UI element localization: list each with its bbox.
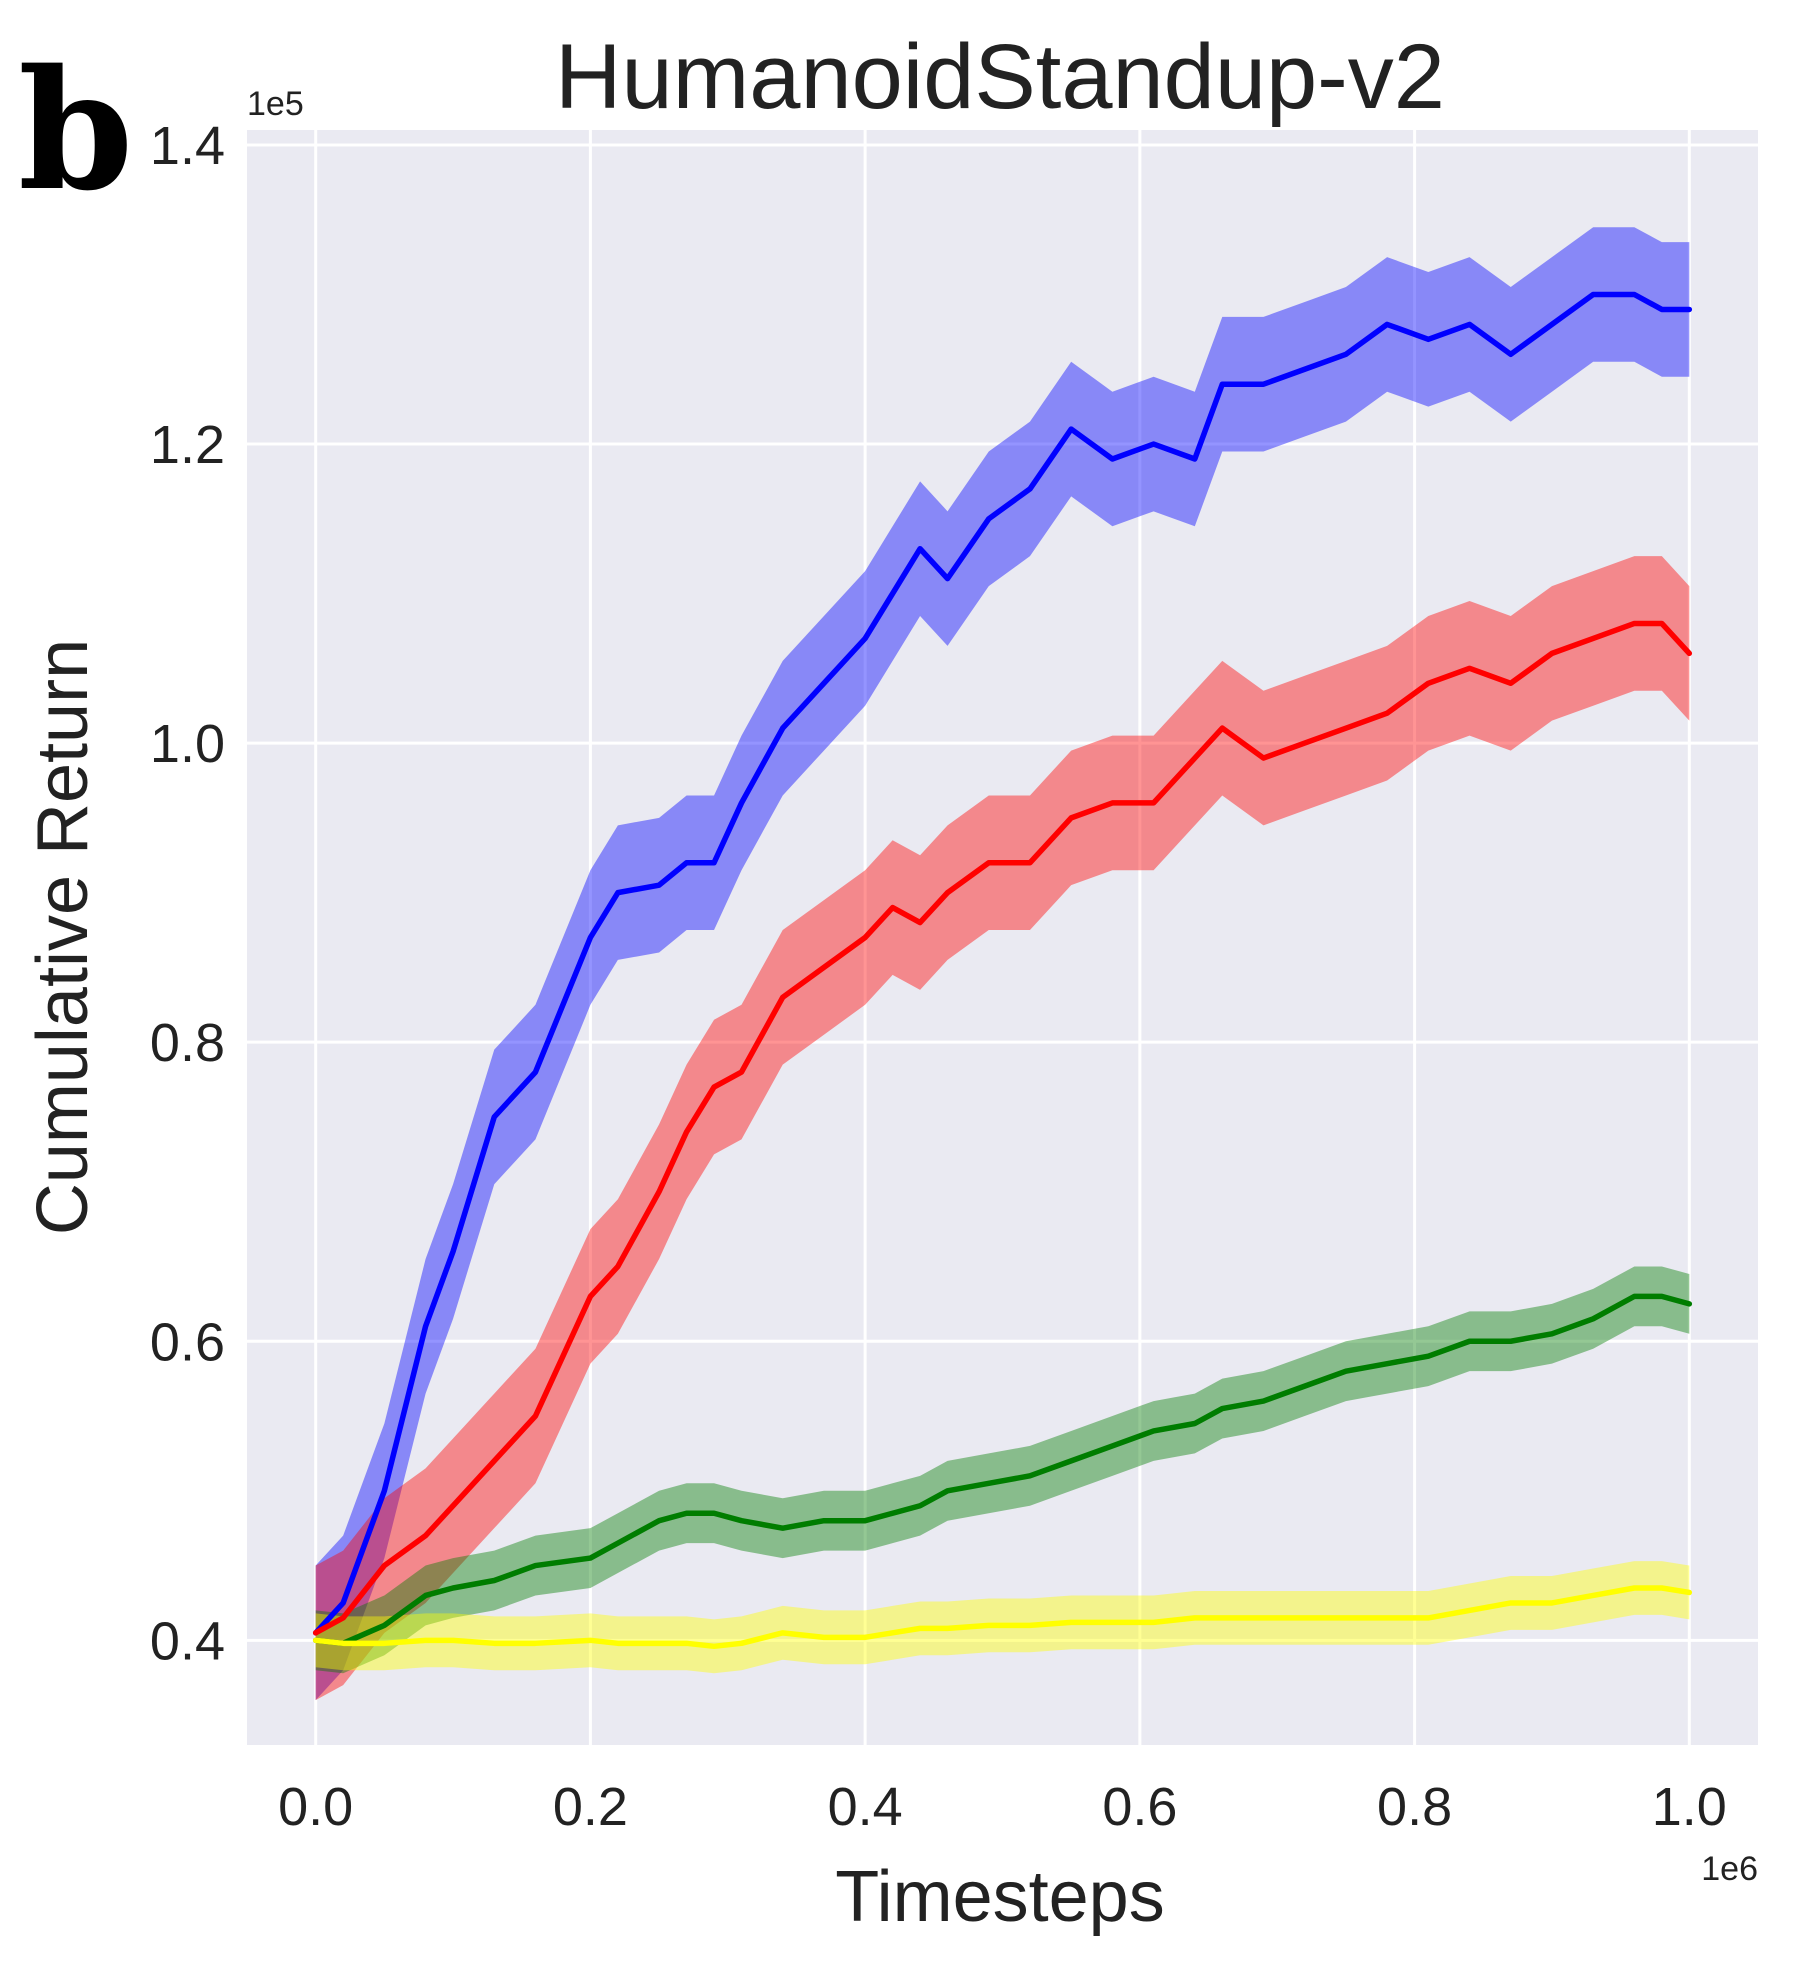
green-series-line — [312, 1293, 1693, 1647]
y-tick-label-5: 1.4 — [150, 116, 225, 176]
yellow-series-line — [312, 1585, 1693, 1650]
blue-band — [315, 227, 1690, 1701]
chart-title: HumanoidStandup-v2 — [555, 26, 1445, 128]
x-tick-label-3: 0.6 — [1102, 1777, 1177, 1837]
y-tick-label-4: 1.2 — [150, 415, 225, 475]
y-offset-label: 1e5 — [247, 85, 304, 123]
y-tick-label-0: 0.4 — [150, 1611, 225, 1671]
red-series-line — [312, 620, 1693, 1636]
panel-label: b — [18, 33, 133, 227]
y-tick-label-3: 1.0 — [150, 714, 225, 774]
x-tick-labels: 0.0 0.2 0.4 0.6 0.8 1.0 — [278, 1777, 1727, 1837]
x-offset-label: 1e6 — [1701, 1850, 1758, 1888]
y-tick-labels: 0.4 0.6 0.8 1.0 1.2 1.4 — [150, 116, 225, 1671]
red-band — [315, 556, 1690, 1701]
y-axis-label: Cumulative Return — [23, 639, 103, 1235]
series-lines — [312, 291, 1693, 1650]
plot-area — [247, 130, 1758, 1745]
x-axis-label: Timesteps — [835, 1857, 1164, 1937]
x-tick-label-2: 0.4 — [828, 1777, 903, 1837]
green-band — [315, 1266, 1690, 1674]
blue-series-line — [312, 291, 1693, 1636]
y-tick-label-1: 0.6 — [150, 1312, 225, 1372]
x-tick-label-0: 0.0 — [278, 1777, 353, 1837]
x-tick-label-1: 0.2 — [553, 1777, 628, 1837]
x-tick-label-4: 0.8 — [1377, 1777, 1452, 1837]
y-tick-label-2: 0.8 — [150, 1013, 225, 1073]
x-tick-label-5: 1.0 — [1652, 1777, 1727, 1837]
